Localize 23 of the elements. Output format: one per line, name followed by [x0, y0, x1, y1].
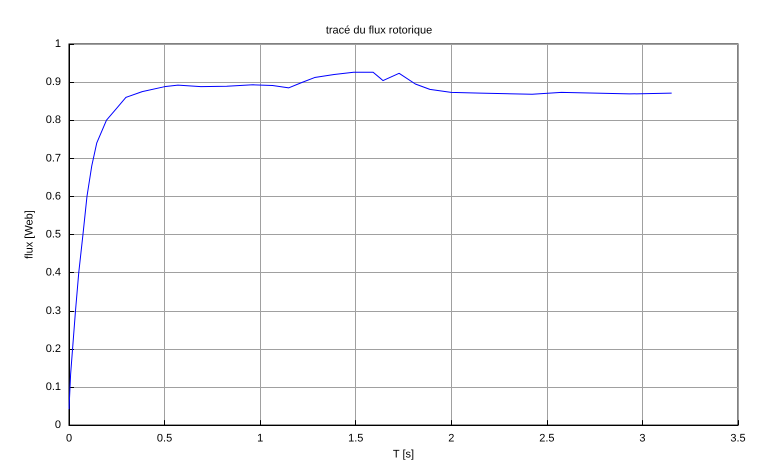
x-tick-label: 0.5 [156, 432, 172, 445]
x-tick-label: 3.5 [730, 432, 746, 445]
x-tick-label: 0 [66, 432, 72, 445]
x-tick-label: 1.5 [348, 432, 364, 445]
y-tick-label: 0.9 [46, 76, 61, 88]
y-tick-label: 0.8 [46, 114, 61, 126]
x-tick-label: 3 [639, 432, 646, 445]
y-tick-label: 0 [54, 419, 61, 432]
y-tick-label: 0.7 [46, 152, 61, 164]
x-axis-title: T [s] [392, 448, 414, 460]
y-tick-label: 1 [54, 38, 61, 50]
x-tick-label: 1 [257, 432, 264, 445]
chart-title: tracé du flux rotorique [326, 24, 432, 36]
line-series [68, 72, 672, 410]
y-tick-label: 0.4 [46, 266, 61, 279]
y-tick-label: 0.2 [46, 342, 61, 355]
x-tick-label: 2.5 [539, 432, 555, 445]
y-tick-label: 0.6 [46, 190, 61, 202]
y-axis-title: flux [Web] [23, 210, 36, 259]
y-tick-label: 0.5 [46, 228, 61, 241]
y-tick-label: 0.3 [46, 304, 61, 317]
x-tick-label: 2 [448, 432, 454, 445]
y-tick-label: 0.1 [46, 380, 61, 393]
